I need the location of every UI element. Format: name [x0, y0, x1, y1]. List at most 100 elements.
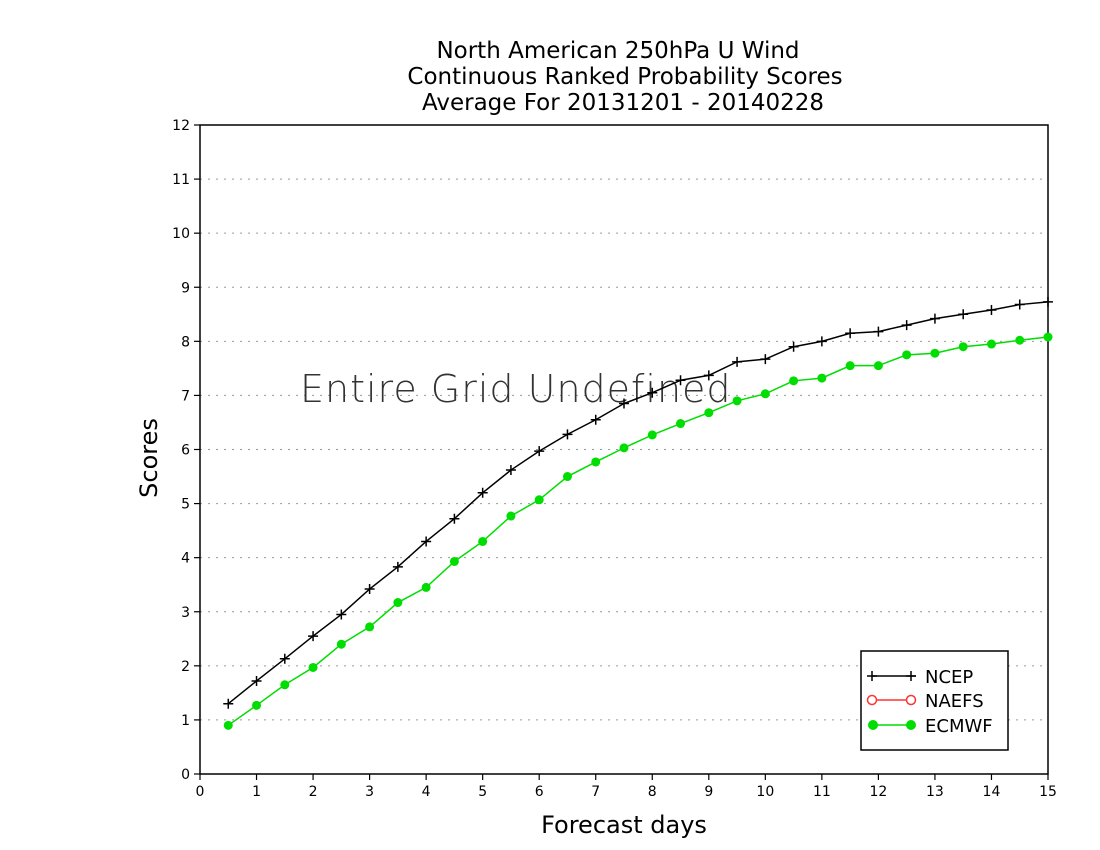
data-point-ecmwf — [986, 339, 996, 349]
data-point-ecmwf — [958, 342, 968, 352]
series-line-ecmwf — [227, 336, 1049, 726]
data-point-ecmwf — [647, 430, 657, 440]
data-point-ecmwf — [336, 639, 346, 649]
legend-item-ncep: NCEP — [867, 667, 973, 688]
y-tick-label: 0 — [181, 767, 190, 783]
data-point-ecmwf — [449, 556, 459, 566]
data-point-ecmwf — [732, 396, 742, 406]
x-tick-label: 3 — [365, 784, 374, 800]
data-point-ncep — [703, 370, 714, 381]
data-point-ecmwf — [1015, 335, 1025, 345]
x-axis-label: Forecast days — [541, 811, 707, 839]
data-point-ecmwf — [534, 495, 544, 505]
title-line-1: North American 250hPa U Wind — [436, 38, 799, 64]
y-tick-label: 1 — [181, 713, 190, 729]
y-tick-label: 5 — [181, 497, 190, 513]
data-point-ncep — [505, 465, 516, 476]
data-point-ncep — [308, 631, 319, 642]
data-point-ncep — [675, 375, 686, 386]
y-tick-label: 10 — [172, 226, 190, 242]
data-point-ncep — [279, 653, 290, 664]
data-point-ncep — [251, 675, 262, 686]
legend-item-ecmwf: ECMWF — [868, 716, 993, 737]
x-tick-label: 2 — [309, 784, 318, 800]
data-point-ncep — [788, 341, 799, 352]
filled-circle-marker-icon — [906, 720, 916, 730]
data-point-ncep — [223, 698, 234, 709]
y-tick-label: 11 — [172, 172, 190, 188]
x-tick-label: 1 — [252, 784, 261, 800]
data-point-ecmwf — [817, 373, 827, 383]
data-point-ncep — [590, 414, 601, 425]
x-tick-label: 10 — [756, 784, 774, 800]
data-point-ncep — [392, 561, 403, 572]
x-tick-label: 14 — [983, 784, 1001, 800]
data-point-ncep — [449, 513, 460, 524]
title-line-3: Average For 20131201 - 20140228 — [422, 90, 824, 116]
filled-circle-marker-icon — [868, 720, 878, 730]
data-point-ncep — [619, 398, 629, 409]
data-point-ncep — [1043, 296, 1053, 307]
data-point-ecmwf — [902, 350, 912, 360]
open-circle-marker-icon — [905, 694, 917, 706]
data-point-ecmwf — [478, 536, 488, 546]
data-point-ecmwf — [1043, 332, 1053, 342]
y-tick-label: 6 — [181, 443, 190, 459]
x-tick-label: 9 — [704, 784, 713, 800]
data-point-ncep — [534, 446, 545, 457]
data-point-ecmwf — [760, 389, 770, 399]
data-point-ncep — [421, 536, 432, 547]
data-point-ecmwf — [280, 680, 290, 690]
x-tick-label: 12 — [869, 784, 887, 800]
legend-label-ecmwf: ECMWF — [925, 716, 993, 737]
x-tick-label: 15 — [1039, 784, 1057, 800]
data-point-ecmwf — [591, 457, 601, 467]
plus-marker-icon — [867, 671, 916, 681]
y-tick-label: 4 — [181, 551, 190, 567]
y-tick-label: 3 — [181, 605, 190, 621]
data-point-ncep — [1014, 299, 1025, 310]
y-tick-label: 12 — [172, 118, 190, 134]
data-point-ecmwf — [930, 348, 940, 358]
y-tick-label: 2 — [181, 659, 190, 675]
data-point-ncep — [364, 584, 375, 595]
open-circle-marker-icon — [866, 694, 878, 706]
x-tick-label: 8 — [648, 784, 657, 800]
data-point-ncep — [562, 429, 573, 440]
legend-label-ncep: NCEP — [925, 667, 973, 688]
undefined-grid-annotation: Entire Grid Undefined — [300, 367, 732, 411]
data-point-ecmwf — [562, 472, 572, 482]
data-point-ecmwf — [704, 408, 714, 418]
data-point-ncep — [929, 313, 940, 324]
x-tick-label: 5 — [478, 784, 487, 800]
legend: NCEP NAEFS ECMWF — [860, 650, 1009, 751]
data-point-ecmwf — [619, 443, 629, 453]
x-tick-label: 4 — [422, 784, 431, 800]
data-point-ncep — [845, 328, 856, 339]
data-point-ncep — [873, 326, 884, 337]
y-tick-label: 8 — [181, 334, 190, 350]
x-tick-label: 0 — [196, 784, 205, 800]
data-point-ncep — [336, 609, 347, 620]
legend-item-naefs: NAEFS — [866, 691, 984, 712]
data-point-ecmwf — [393, 598, 403, 608]
chart-title: North American 250hPa U Wind Continuous … — [407, 38, 842, 116]
data-point-ncep — [958, 309, 969, 320]
series-layer — [223, 296, 1053, 730]
title-line-2: Continuous Ranked Probability Scores — [407, 64, 842, 90]
data-point-ecmwf — [421, 582, 431, 592]
data-point-ecmwf — [252, 700, 262, 710]
legend-label-naefs: NAEFS — [925, 691, 984, 712]
data-point-ecmwf — [845, 361, 855, 371]
y-tick-label: 9 — [181, 280, 190, 296]
x-tick-label: 7 — [591, 784, 600, 800]
data-point-ecmwf — [365, 622, 375, 632]
data-point-ncep — [901, 320, 912, 331]
x-tick-label: 6 — [535, 784, 544, 800]
data-point-ncep — [986, 304, 997, 315]
series-line-ncep — [227, 301, 1049, 705]
data-point-ncep — [732, 356, 743, 367]
data-point-ncep — [477, 487, 488, 498]
